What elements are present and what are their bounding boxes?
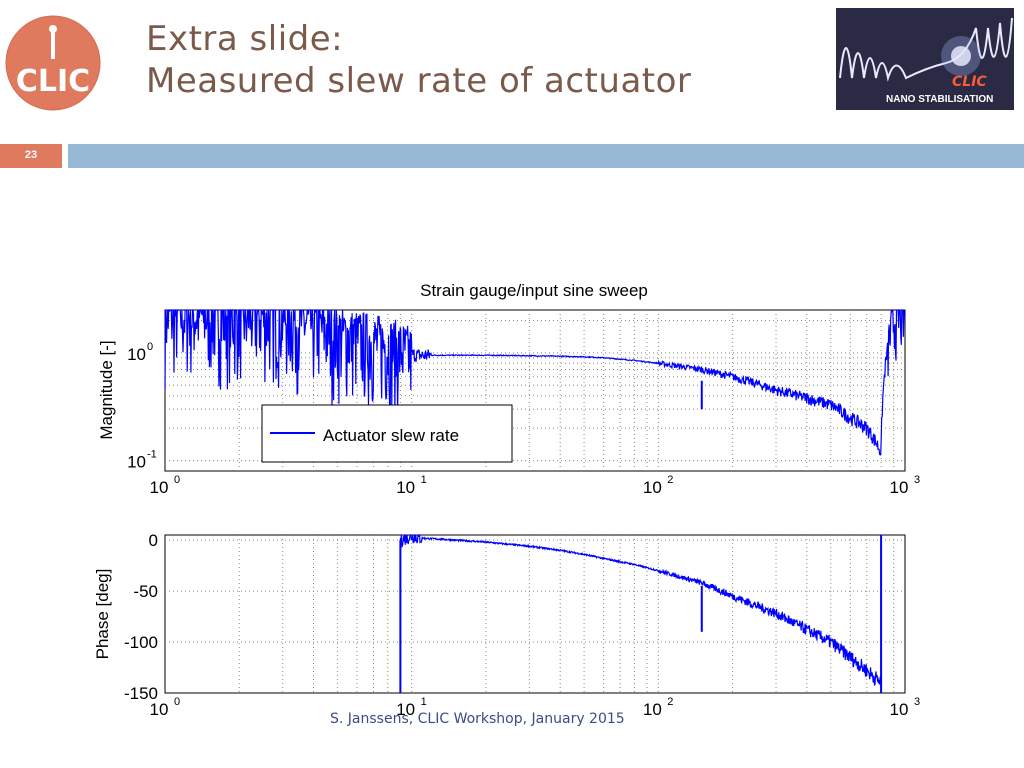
magnitude-xtick-exponent: 0 — [174, 474, 180, 486]
phase-xtick-label: 10 — [396, 700, 415, 719]
magnitude-ytick-label: 10 — [127, 345, 146, 364]
phase-xtick-exponent: 2 — [667, 696, 673, 708]
magnitude-ytick-label: 10 — [127, 453, 146, 472]
phase-xtick-label: 10 — [890, 700, 909, 719]
magnitude-ylabel: Magnitude [-] — [97, 340, 116, 439]
magnitude-xtick-label: 10 — [396, 478, 415, 497]
badge-text: NANO STABILISATION — [886, 94, 993, 105]
phase-ylabel: Phase [deg] — [93, 569, 112, 660]
slide-title: Extra slide: Measured slew rate of actua… — [146, 18, 691, 102]
slide-title-line2: Measured slew rate of actuator — [146, 61, 692, 101]
magnitude-xtick-exponent: 1 — [421, 474, 427, 486]
clic-logo: CLIC — [5, 15, 101, 111]
phase-ytick-label: -100 — [124, 633, 158, 652]
magnitude-xtick-exponent: 2 — [667, 474, 673, 486]
logo-text: CLIC — [16, 64, 90, 99]
phase-ytick-label: -150 — [124, 684, 158, 703]
phase-ytick-label: -50 — [133, 582, 158, 601]
badge-brand: CLIC — [952, 74, 987, 90]
magnitude-xtick-label: 10 — [643, 478, 662, 497]
header-bar — [68, 144, 1024, 168]
magnitude-xtick-label: 10 — [890, 478, 909, 497]
magnitude-series-line — [164, 308, 906, 456]
phase-xtick-exponent: 1 — [421, 696, 427, 708]
magnitude-xtick-label: 10 — [150, 478, 169, 497]
page-number: 23 — [0, 144, 62, 168]
phase-axes-bg — [164, 534, 906, 694]
phase-xtick-exponent: 3 — [914, 696, 920, 708]
magnitude-ytick-exponent: -1 — [147, 449, 157, 461]
chart-title: Strain gauge/input sine sweep — [420, 281, 648, 300]
phase-xtick-label: 10 — [150, 700, 169, 719]
phase-xtick-label: 10 — [643, 700, 662, 719]
phase-series-line — [399, 534, 882, 686]
footer-text: S. Janssens, CLIC Workshop, January 2015 — [330, 711, 625, 727]
phase-xtick-exponent: 0 — [174, 696, 180, 708]
slide-title-line1: Extra slide: — [146, 19, 344, 59]
phase-ytick-label: 0 — [149, 531, 158, 550]
nano-stabilisation-logo: CLIC NANO STABILISATION — [836, 8, 1014, 110]
legend-entry: Actuator slew rate — [323, 426, 459, 445]
legend: Actuator slew rate — [261, 404, 513, 463]
magnitude-ytick-exponent: 0 — [147, 341, 153, 353]
magnitude-xtick-exponent: 3 — [914, 474, 920, 486]
